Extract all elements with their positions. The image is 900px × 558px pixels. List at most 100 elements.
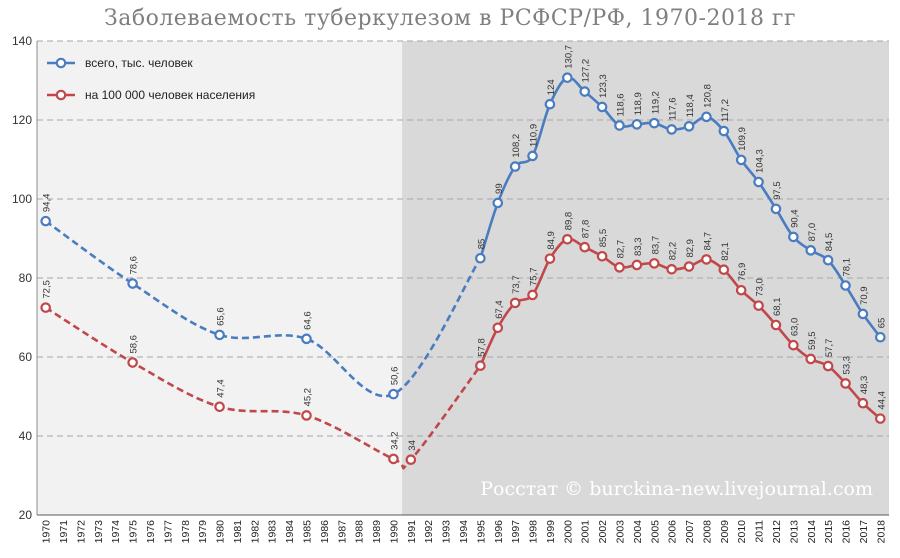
data-point <box>40 302 51 313</box>
x-tick-label: 2017 <box>858 520 870 544</box>
x-tick-label: 1981 <box>232 520 244 544</box>
data-label: 89,8 <box>563 212 574 231</box>
data-label: 73,0 <box>755 278 766 297</box>
x-tick-label: 2005 <box>649 520 661 544</box>
data-point <box>683 261 695 272</box>
series-total: 94,4 78,6 65,6 64,6 50,6 85 99 108,2 110,9 124 130… <box>40 45 887 400</box>
data-point <box>631 119 643 130</box>
data-label: 82,2 <box>668 242 679 261</box>
x-tick-label: 1971 <box>58 520 70 544</box>
x-tick-label: 1990 <box>388 520 400 544</box>
data-point <box>857 397 869 409</box>
data-point <box>788 231 799 243</box>
x-tick-label: 1970 <box>41 520 53 544</box>
data-label: 109,9 <box>737 127 748 151</box>
x-tick-label: 2007 <box>684 520 696 544</box>
data-point <box>127 278 138 289</box>
legend-item: на 100 000 человек населения <box>47 88 255 102</box>
data-label: 119,2 <box>650 91 661 114</box>
data-label: 75,7 <box>529 267 540 286</box>
data-label: 57,8 <box>476 338 487 357</box>
data-label: 87,8 <box>581 220 592 239</box>
data-label: 48,3 <box>859 376 870 395</box>
x-tick-label: 1987 <box>336 520 348 544</box>
data-label: 97,5 <box>772 181 783 200</box>
data-point <box>614 120 625 131</box>
x-tick-label: 2009 <box>719 520 731 544</box>
data-label: 118,9 <box>633 92 644 115</box>
x-tick-label: 2002 <box>597 520 609 544</box>
x-tick-label: 1982 <box>249 520 261 544</box>
x-tick-label: 1998 <box>528 520 540 544</box>
x-tick-label: 2011 <box>754 520 766 543</box>
data-label: 78,1 <box>842 258 853 277</box>
data-point <box>822 254 834 266</box>
data-point <box>683 121 695 132</box>
legend-label: всего, тыс. человек <box>85 56 193 70</box>
x-tick-label: 1984 <box>284 520 296 544</box>
data-point <box>509 297 521 309</box>
data-point <box>614 262 625 273</box>
x-tick-label: 2000 <box>562 520 574 544</box>
data-point <box>492 322 504 334</box>
x-tick-label: 2004 <box>632 520 644 544</box>
data-label: 84,9 <box>546 231 557 250</box>
data-point <box>562 72 573 84</box>
legend-swatch-marker <box>55 89 67 101</box>
data-label: 65,6 <box>216 307 227 326</box>
data-label: 84,7 <box>702 232 713 251</box>
data-label: 53,3 <box>842 356 853 375</box>
data-point <box>718 125 730 137</box>
data-label: 65 <box>876 318 887 329</box>
data-label: 104,3 <box>755 149 766 173</box>
data-point <box>492 197 504 209</box>
x-tick-label: 1994 <box>458 520 470 544</box>
x-tick-label: 1972 <box>75 520 87 544</box>
data-point <box>527 150 538 162</box>
data-point <box>214 329 225 341</box>
data-label: 85,5 <box>598 229 609 248</box>
series-layer: 94,4 78,6 65,6 64,6 50,6 85 99 108,2 110,9 124 130… <box>40 45 887 470</box>
data-label: 117,2 <box>720 99 731 122</box>
y-tick-label: 140 <box>12 34 32 48</box>
x-tick-label: 2010 <box>736 520 748 544</box>
x-tick-label: 2014 <box>806 520 818 544</box>
series-per-100k: 72,5 58,6 47,4 45,2 34,2 34 57,8 67,4 73,7 75,7 84… <box>40 212 887 470</box>
x-tick-label: 1979 <box>197 520 209 544</box>
x-tick-label: 1985 <box>302 520 314 544</box>
shaded-region-rf <box>402 41 889 515</box>
x-tick-label: 2016 <box>841 520 853 544</box>
x-tick-label: 1996 <box>493 520 505 544</box>
data-point <box>388 453 399 465</box>
x-tick-label: 2015 <box>823 520 835 544</box>
data-point <box>822 360 834 372</box>
data-point <box>840 280 851 291</box>
axes: 20 40 60 80 100 120 140 1970 1971 1972 1973 1974 197… <box>12 34 889 543</box>
data-label: 130,7 <box>563 45 574 69</box>
x-tick-label: 2006 <box>667 520 679 544</box>
data-label: 76,9 <box>737 263 748 282</box>
data-point <box>735 154 747 166</box>
data-point <box>701 254 712 265</box>
data-point <box>875 413 886 424</box>
x-tick-label: 2001 <box>580 520 592 544</box>
data-point <box>666 124 677 135</box>
data-label: 34,2 <box>389 431 400 450</box>
data-point <box>631 259 643 271</box>
data-point <box>735 284 747 296</box>
data-label: 117,6 <box>668 97 679 120</box>
x-tick-label: 1973 <box>93 520 105 544</box>
x-tick-label: 1995 <box>475 520 487 544</box>
data-point <box>527 289 538 301</box>
x-tick-label: 1980 <box>215 520 227 544</box>
data-point <box>805 353 817 365</box>
data-point <box>666 264 677 275</box>
data-point <box>770 203 782 215</box>
data-label: 127,2 <box>581 59 592 83</box>
x-tick-label: 1977 <box>162 520 174 544</box>
data-point <box>405 454 417 465</box>
data-label: 123,3 <box>598 74 609 98</box>
data-point <box>562 233 573 245</box>
data-point <box>388 388 399 400</box>
